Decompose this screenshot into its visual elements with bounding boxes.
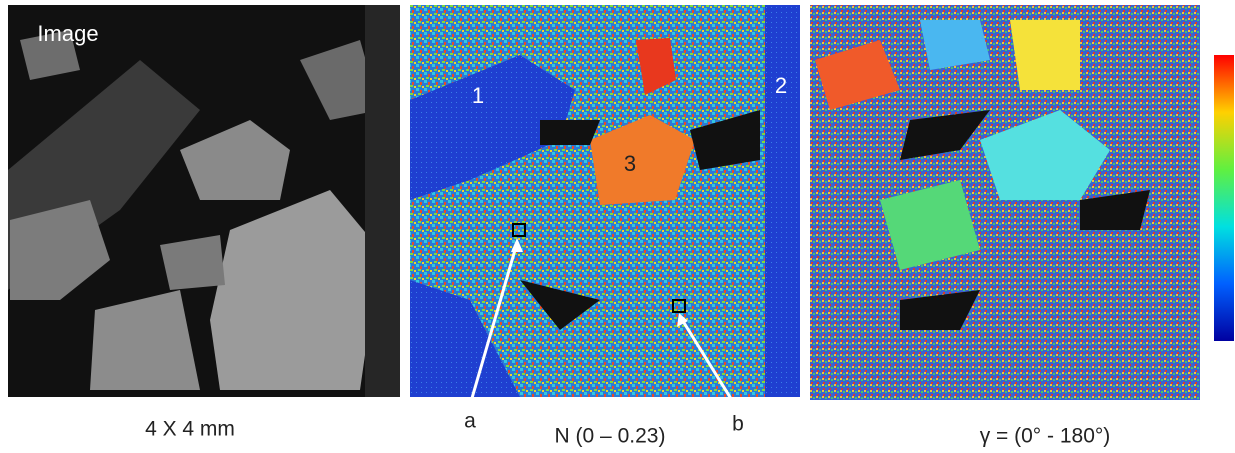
panel-label: Image xyxy=(37,21,98,46)
caption: 4 X 4 mm xyxy=(145,418,235,441)
marker-label: a xyxy=(464,410,476,433)
marker-label: b xyxy=(732,413,744,436)
panel-image: Image xyxy=(8,5,400,397)
panel-gamma-map xyxy=(810,5,1200,400)
colorbar xyxy=(1214,55,1234,341)
caption: γ = (0° - 180°) xyxy=(980,425,1111,448)
panel-n-map: 1 2 3 xyxy=(410,5,800,411)
caption: N (0 – 0.23) xyxy=(555,425,666,448)
region-label: 2 xyxy=(775,73,787,98)
region-label: 3 xyxy=(624,151,636,176)
region-label: 1 xyxy=(472,83,484,108)
